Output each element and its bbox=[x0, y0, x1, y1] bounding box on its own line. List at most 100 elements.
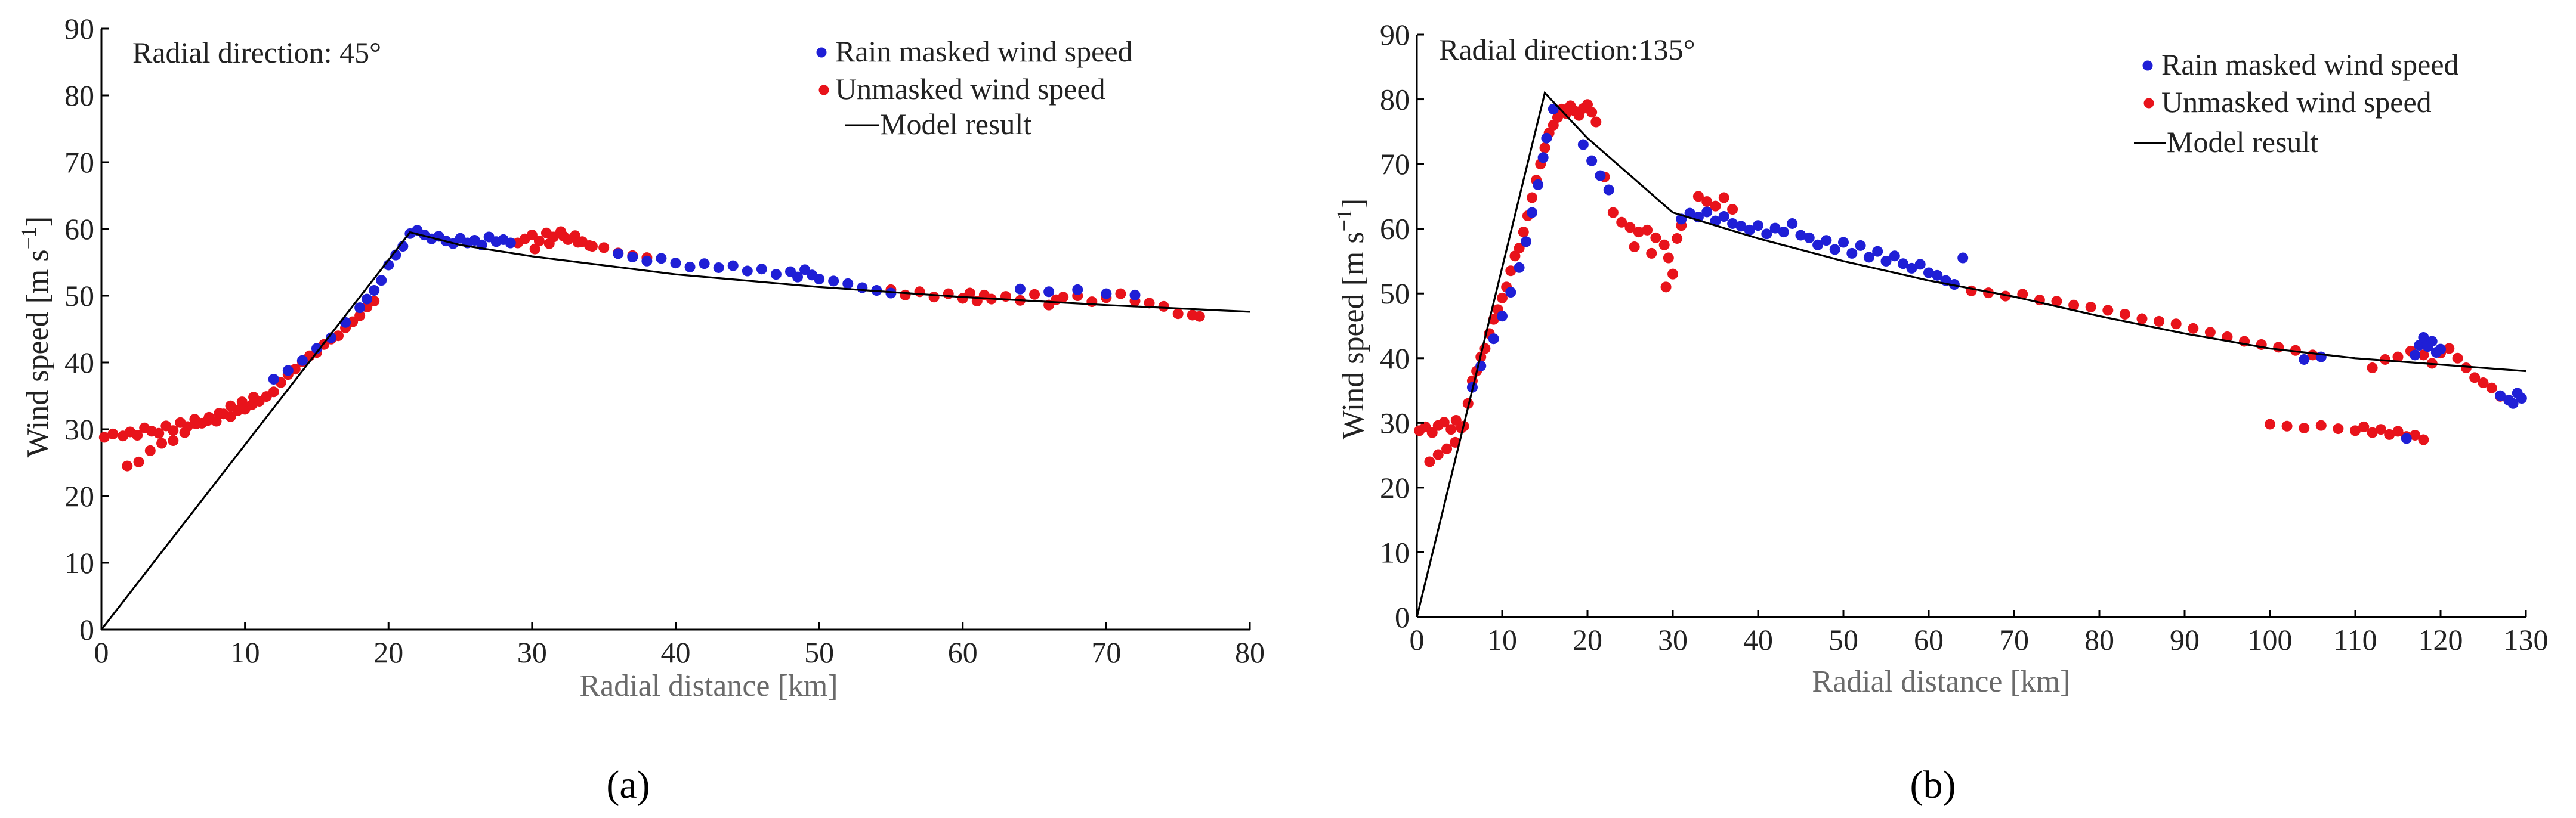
chart-a-y-tick-label: 60 bbox=[64, 212, 94, 246]
chart-b-point-masked bbox=[1821, 235, 1832, 246]
chart-b-point-masked bbox=[1880, 255, 1892, 267]
chart-a-point-masked bbox=[656, 253, 667, 264]
chart-b-point-unmasked bbox=[2290, 345, 2301, 356]
chart-a-legend-marker-masked bbox=[816, 47, 827, 58]
chart-a-point-masked bbox=[268, 374, 279, 385]
chart-b-point-unmasked bbox=[1718, 192, 1729, 203]
chart-b-point-unmasked bbox=[2000, 290, 2011, 302]
chart-a-y-axis-title-sup: −1 bbox=[17, 227, 41, 249]
chart-b-point-masked bbox=[1957, 252, 1969, 264]
chart-b-legend-marker-unmasked bbox=[2143, 98, 2154, 109]
chart-a-x-tick-label: 10 bbox=[230, 636, 260, 669]
chart-b-annotation: Radial direction:135° bbox=[1439, 33, 1695, 66]
chart-a-x-tick-label: 70 bbox=[1091, 636, 1121, 669]
chart-a-point-masked bbox=[857, 282, 868, 293]
chart-b-x-tick-label: 70 bbox=[1999, 623, 2029, 656]
chart-b-point-unmasked bbox=[2469, 372, 2481, 383]
chart-a-x-axis-title: Radial distance [km] bbox=[579, 669, 838, 703]
chart-b-point-masked bbox=[1932, 269, 1943, 281]
chart-a-y-tick-label: 20 bbox=[64, 479, 94, 513]
chart-b-point-unmasked bbox=[1607, 207, 1619, 218]
chart-a-point-unmasked bbox=[202, 415, 214, 426]
chart-b-point-masked bbox=[1906, 262, 1917, 274]
chart-b-point-unmasked bbox=[2418, 434, 2429, 445]
chart-b-point-unmasked bbox=[2392, 351, 2404, 362]
chart-a-point-masked bbox=[376, 275, 387, 286]
chart-b-point-unmasked bbox=[2102, 305, 2114, 316]
chart-b-point-unmasked bbox=[2444, 343, 2455, 354]
chart-b-x-tick-label: 110 bbox=[2333, 623, 2377, 656]
chart-a-point-masked bbox=[282, 365, 294, 376]
panel-b-label: (b) bbox=[1910, 763, 1956, 807]
chart-b-point-masked bbox=[1795, 230, 1806, 241]
chart-a-point-unmasked bbox=[943, 288, 954, 299]
chart-a-points bbox=[98, 225, 1205, 472]
chart-b-point-unmasked bbox=[2281, 420, 2293, 432]
chart-b-point-unmasked bbox=[2350, 425, 2361, 436]
chart-a-legend: Rain masked wind speed Unmasked wind spe… bbox=[816, 35, 1133, 141]
chart-a-point-masked bbox=[369, 285, 380, 296]
chart-b-point-masked bbox=[1684, 207, 1695, 219]
chart-b-point-unmasked bbox=[1660, 281, 1672, 293]
chart-b-y-tick-label: 80 bbox=[1380, 83, 1410, 116]
chart-b-point-masked bbox=[2299, 354, 2310, 365]
chart-a-point-masked bbox=[390, 249, 401, 261]
chart-a-point-unmasked bbox=[1144, 298, 1155, 309]
chart-a-point-masked bbox=[362, 293, 373, 305]
chart-a-model bbox=[100, 231, 1250, 630]
chart-a-point-unmasked bbox=[132, 430, 143, 441]
chart-b-y-axis-title-end: ] bbox=[1336, 199, 1370, 209]
chart-a-point-unmasked bbox=[248, 392, 260, 403]
chart-a-y-tick-label: 30 bbox=[64, 413, 94, 446]
chart-b-point-unmasked bbox=[1432, 449, 1444, 460]
chart-b-point-masked bbox=[1846, 247, 1858, 259]
chart-a-legend-marker-unmasked bbox=[818, 85, 829, 95]
chart-b-x-tick-label: 130 bbox=[2504, 623, 2549, 656]
chart-b-x-tick-label: 40 bbox=[1743, 623, 1773, 656]
chart-b-x-axis-title: Radial distance [km] bbox=[1812, 665, 2070, 699]
chart-b-y-tick-label: 70 bbox=[1380, 147, 1410, 181]
chart-b-point-masked bbox=[2507, 398, 2519, 409]
chart-a-point-unmasked bbox=[133, 456, 144, 467]
chart-b-x-tick-label: 0 bbox=[1410, 623, 1425, 656]
chart-b-point-masked bbox=[1727, 218, 1738, 229]
chart-b-point-unmasked bbox=[1445, 424, 1457, 435]
chart-a-point-masked bbox=[792, 271, 804, 283]
chart-b-y-tick-label: 0 bbox=[1395, 600, 1410, 634]
chart-b-point-unmasked bbox=[2392, 426, 2404, 437]
chart-a-x-tick-label: 20 bbox=[373, 636, 403, 669]
chart-a-y-axis-title-end: ] bbox=[21, 216, 55, 227]
chart-b-point-masked bbox=[1586, 155, 1598, 166]
chart-b-y-tick-label: 30 bbox=[1380, 406, 1410, 439]
chart-b-point-unmasked bbox=[2418, 349, 2429, 361]
chart-a-point-unmasked bbox=[543, 238, 555, 249]
chart-b-point-unmasked bbox=[1527, 192, 1538, 203]
chart-a-x-tick-label: 60 bbox=[948, 636, 978, 669]
chart-a-y-axis-title: Wind speed [m s−1] bbox=[17, 216, 55, 457]
chart-a-point-unmasked bbox=[1086, 296, 1098, 308]
chart-a-point-masked bbox=[641, 255, 653, 267]
chart-a-point-unmasked bbox=[98, 432, 110, 443]
chart-a-point-masked bbox=[296, 355, 308, 366]
chart-a-point-unmasked bbox=[179, 427, 190, 438]
chart-b-point-unmasked bbox=[1616, 216, 1627, 228]
chart-a-point-masked bbox=[713, 262, 724, 273]
chart-b-point-masked bbox=[1521, 236, 1532, 247]
chart-b-point-unmasked bbox=[2358, 421, 2370, 432]
chart-a-point-masked bbox=[684, 261, 696, 272]
chart-a-point-masked bbox=[756, 264, 767, 275]
chart-b-point-masked bbox=[1710, 215, 1721, 227]
chart-a-point-unmasked bbox=[900, 289, 911, 300]
chart-b-point-masked bbox=[2401, 433, 2412, 444]
chart-a-point-unmasked bbox=[586, 241, 598, 252]
chart-a-x-tick-label: 80 bbox=[1235, 636, 1265, 669]
chart-b-y-tick-label: 40 bbox=[1380, 342, 1410, 375]
chart-a-y-axis-title-main: Wind speed [m s bbox=[21, 249, 55, 457]
chart-a-point-masked bbox=[842, 278, 854, 289]
chart-a-point-unmasked bbox=[268, 386, 279, 398]
chart-b-point-unmasked bbox=[1518, 227, 1529, 238]
chart-b-point-masked bbox=[1548, 103, 1559, 114]
chart-b-points bbox=[1414, 99, 2527, 467]
chart-a-point-unmasked bbox=[598, 242, 610, 253]
chart-a-legend-masked: Rain masked wind speed bbox=[835, 35, 1133, 68]
